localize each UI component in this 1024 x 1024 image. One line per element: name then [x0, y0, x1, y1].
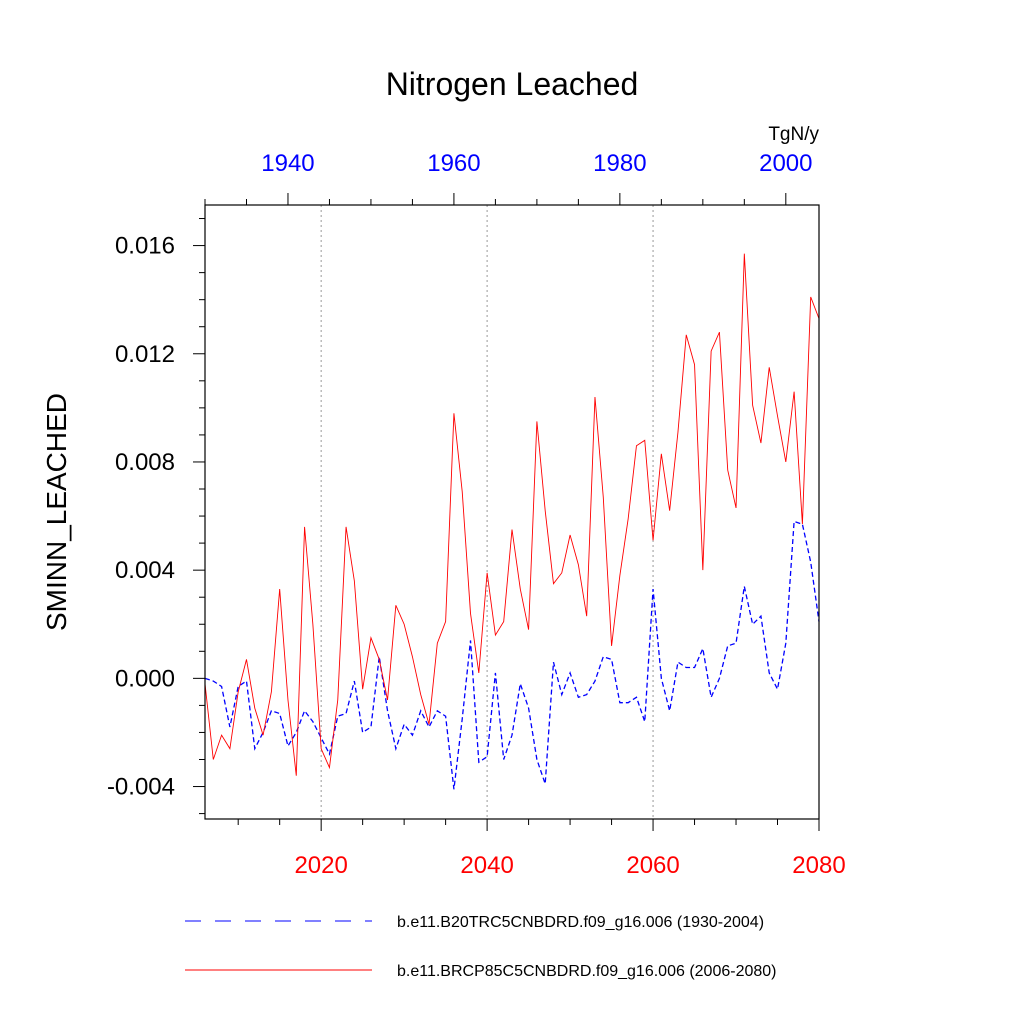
bottom-tick-label: 2060 [626, 852, 679, 879]
vertical-gridlines [320, 205, 654, 819]
y-axis-label: SMINN_LEACHED [41, 393, 72, 631]
top-tick-label: 2000 [759, 150, 812, 177]
historical-series-line [204, 520, 820, 790]
top-tick-label: 1940 [261, 150, 314, 177]
legend-label-rcp85: b.e11.BRCP85C5CNBDRD.f09_g16.006 (2006-2… [397, 963, 776, 980]
top-tick-label: 1960 [427, 150, 480, 177]
chart-title: Nitrogen Leached [386, 66, 639, 102]
bottom-tick-label: 2080 [792, 852, 845, 879]
bottom-x-axis: 2020 2040 2060 2080 [237, 819, 846, 879]
rcp85-series-line [204, 253, 820, 776]
y-tick-label: 0.000 [115, 665, 175, 692]
left-y-axis: -0.004 0.000 0.004 0.008 0.012 0.016 [107, 218, 205, 815]
y-tick-label: 0.016 [115, 233, 175, 260]
bottom-tick-label: 2020 [294, 852, 347, 879]
bottom-tick-label: 2040 [460, 852, 513, 879]
y-tick-label: 0.012 [115, 341, 175, 368]
legend: b.e11.B20TRC5CNBDRD.f09_g16.006 (1930-20… [185, 914, 776, 980]
y-tick-label: 0.008 [115, 449, 175, 476]
units-label: TgN/y [768, 124, 819, 145]
top-x-axis: 1940 1960 1980 2000 [204, 150, 813, 205]
series-lines [204, 253, 820, 790]
legend-label-historical: b.e11.B20TRC5CNBDRD.f09_g16.006 (1930-20… [397, 914, 764, 931]
y-tick-label: 0.004 [115, 557, 175, 584]
top-tick-label: 1980 [593, 150, 646, 177]
y-tick-label: -0.004 [107, 774, 175, 801]
plot-frame [204, 204, 820, 820]
